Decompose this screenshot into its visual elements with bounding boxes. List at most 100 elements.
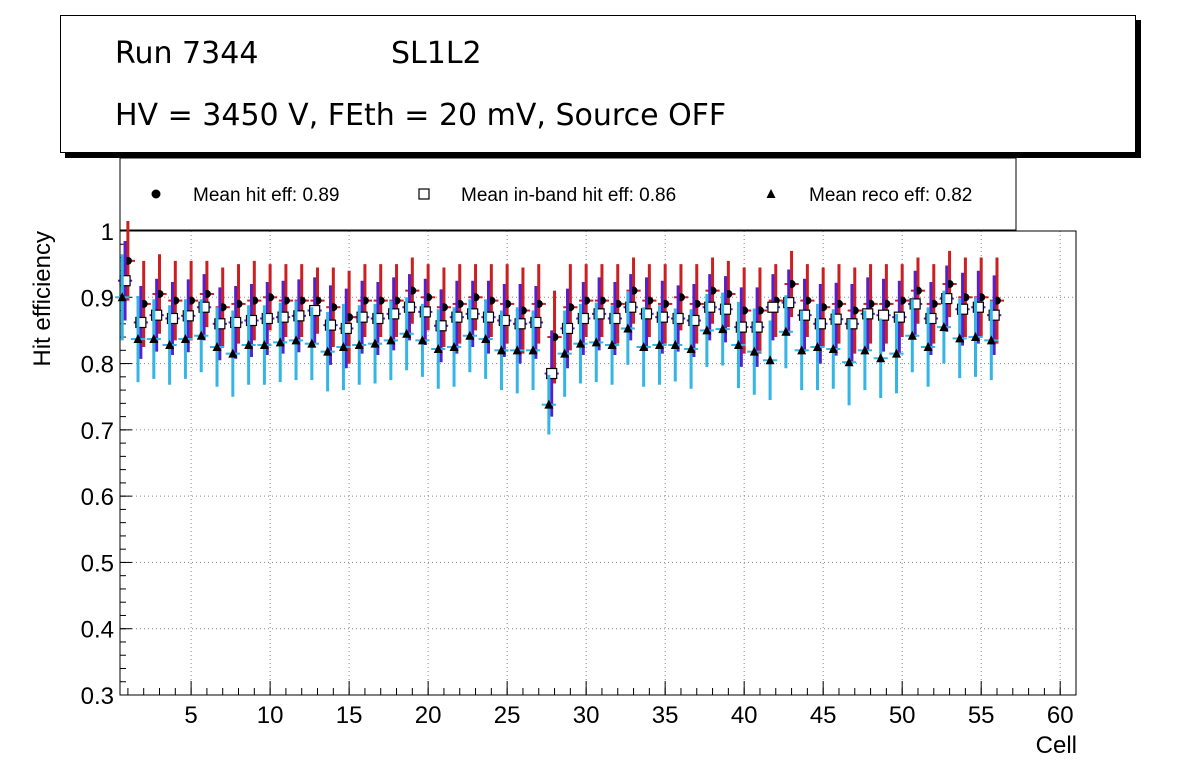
data-point — [783, 296, 795, 309]
legend-entry-hit: Mean hit eff: 0.89 — [193, 185, 339, 206]
legend-entry-inband: Mean in-band hit eff: 0.86 — [461, 185, 676, 206]
x-tick-label: 55 — [968, 702, 995, 729]
series-triangle — [115, 254, 999, 435]
data-point — [182, 310, 194, 322]
data-point — [386, 335, 396, 345]
data-point — [971, 332, 981, 342]
data-point — [654, 340, 664, 350]
data-point — [275, 337, 285, 347]
data-point — [939, 322, 949, 332]
data-point — [496, 345, 506, 355]
data-point — [117, 292, 127, 302]
data-point — [417, 335, 427, 345]
data-point — [955, 333, 965, 343]
data-point — [640, 308, 653, 320]
y-axis-label: Hit efficiency — [29, 231, 56, 367]
data-point — [561, 322, 574, 335]
data-point — [844, 357, 854, 367]
data-point — [733, 340, 743, 350]
data-point — [196, 330, 206, 340]
x-tick-label: 45 — [810, 702, 837, 729]
y-tick-label: 0.9 — [81, 285, 114, 312]
data-series — [115, 221, 1005, 435]
y-tick-label: 0.3 — [81, 683, 114, 710]
data-point — [419, 306, 431, 318]
data-point — [625, 301, 637, 313]
x-tick-label: 20 — [415, 702, 442, 729]
data-point — [214, 318, 226, 330]
data-point — [767, 301, 779, 313]
layer-label: SL1L2 — [391, 36, 482, 71]
data-point — [877, 309, 890, 321]
data-point — [212, 342, 222, 351]
data-point — [149, 334, 159, 344]
data-point — [340, 322, 352, 335]
data-point — [846, 318, 858, 330]
x-axis-label: Cell — [1036, 732, 1077, 759]
plot-frame — [119, 230, 1077, 696]
series-circle — [120, 221, 1005, 384]
data-point — [244, 340, 254, 350]
legend-marker-circle — [151, 189, 161, 199]
data-point — [277, 311, 289, 323]
series-open-square — [117, 240, 1002, 417]
data-point — [560, 348, 570, 358]
x-tick-label: 40 — [731, 702, 758, 729]
data-point — [402, 328, 412, 338]
data-point — [449, 342, 459, 351]
data-point — [893, 311, 905, 323]
data-point — [972, 301, 984, 313]
data-point — [670, 340, 680, 350]
data-point — [514, 318, 526, 330]
data-point — [797, 345, 807, 355]
data-point — [354, 340, 364, 350]
legend-markers — [151, 188, 776, 200]
data-point — [830, 313, 842, 325]
data-point — [544, 399, 554, 409]
data-point — [876, 353, 886, 363]
data-point — [749, 346, 759, 356]
data-point — [591, 337, 601, 347]
data-point — [467, 308, 479, 320]
data-point — [702, 325, 712, 335]
legend — [119, 157, 1017, 231]
data-point — [119, 275, 131, 287]
data-point — [672, 312, 684, 325]
data-point — [135, 316, 147, 329]
y-tick-label: 0.8 — [81, 352, 114, 379]
data-point — [372, 312, 384, 325]
data-point — [798, 309, 811, 321]
y-tick-label: 0.6 — [81, 484, 114, 511]
x-tick-label: 10 — [257, 702, 284, 729]
data-point — [719, 303, 732, 315]
data-point — [814, 318, 826, 330]
data-point — [481, 334, 491, 344]
data-point — [528, 345, 538, 355]
data-point — [261, 312, 273, 325]
data-point — [956, 303, 969, 315]
data-point — [133, 334, 143, 344]
data-point — [435, 320, 447, 332]
y-tick-label: 0.7 — [81, 418, 114, 445]
data-point — [228, 348, 238, 358]
data-point — [907, 330, 917, 340]
data-point — [988, 309, 1000, 321]
data-point — [575, 338, 585, 348]
data-point — [639, 342, 649, 351]
data-point — [356, 311, 368, 323]
x-tick-label: 15 — [336, 702, 363, 729]
legend-entry-reco: Mean reco eff: 0.82 — [809, 185, 972, 206]
data-point — [593, 308, 605, 320]
data-point — [765, 355, 775, 365]
data-point — [388, 308, 400, 320]
data-point — [465, 330, 475, 340]
data-point — [735, 321, 747, 333]
data-point — [324, 319, 337, 331]
data-point — [688, 314, 700, 327]
data-point — [166, 312, 179, 325]
legend-marker-triangle — [766, 189, 776, 198]
data-point — [309, 304, 321, 317]
data-point — [941, 293, 953, 305]
x-tick-label: 30 — [573, 702, 600, 729]
